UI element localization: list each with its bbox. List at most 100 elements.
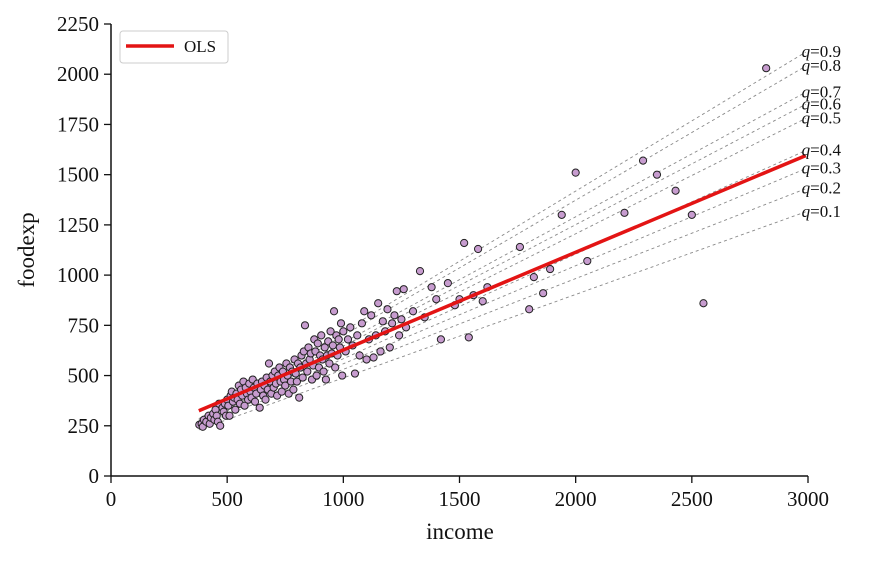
- data-point: [353, 331, 362, 340]
- data-point: [312, 371, 321, 380]
- x-tick-label: 1000: [322, 487, 364, 511]
- data-point: [329, 307, 339, 316]
- data-point: [620, 208, 629, 217]
- data-point: [367, 311, 376, 320]
- x-ticks-group: 0 500 1000 1500 2000 2500 3000: [106, 476, 829, 511]
- data-point: [325, 359, 334, 368]
- x-tick-label: 500: [211, 487, 243, 511]
- quantile-line-9: [198, 51, 806, 420]
- data-point: [385, 343, 394, 352]
- data-point: [557, 210, 566, 219]
- x-tick-label: 1500: [439, 487, 481, 511]
- data-point: [478, 297, 487, 306]
- data-point: [529, 273, 538, 282]
- quantile-label-8: q=0.8: [802, 56, 841, 75]
- data-point: [436, 335, 446, 344]
- quantile-line-5: [198, 118, 806, 424]
- data-point: [350, 369, 360, 378]
- data-point: [331, 363, 340, 372]
- data-point: [328, 341, 337, 350]
- quantile-label-3: q=0.3: [802, 159, 841, 178]
- data-point: [240, 401, 249, 410]
- quantile-label-2: q=0.2: [802, 179, 841, 198]
- data-point: [338, 371, 347, 380]
- data-point: [432, 295, 441, 304]
- quantile-label-6: q=0.6: [802, 94, 841, 113]
- data-point: [360, 307, 369, 316]
- data-point: [343, 335, 353, 344]
- x-tick-label: 2500: [671, 487, 713, 511]
- data-point: [473, 244, 483, 254]
- x-axis-title: income: [426, 519, 494, 544]
- quantile-label-9: q=0.9: [802, 42, 841, 61]
- data-point: [397, 315, 406, 324]
- y-tick-label: 1750: [57, 112, 99, 136]
- data-point: [255, 403, 264, 412]
- data-point: [687, 210, 696, 219]
- quantile-label-1: q=0.1: [802, 202, 841, 221]
- data-point: [362, 355, 371, 364]
- y-tick-label: 1250: [57, 213, 99, 237]
- y-axis-title: foodexp: [14, 212, 39, 287]
- data-point: [336, 319, 346, 328]
- data-point: [298, 373, 307, 382]
- data-point: [303, 367, 312, 376]
- data-point: [355, 351, 364, 360]
- data-point: [369, 353, 378, 362]
- quantile-line-3: [198, 168, 806, 426]
- data-point: [388, 319, 397, 328]
- y-tick-label: 2250: [57, 12, 99, 36]
- data-point: [539, 289, 548, 298]
- data-point: [300, 321, 310, 330]
- data-point: [394, 331, 404, 340]
- legend: OLS: [119, 30, 229, 64]
- quantile-line-2: [198, 188, 806, 427]
- data-point: [231, 405, 240, 414]
- data-point: [313, 339, 322, 348]
- data-point: [346, 323, 355, 332]
- data-point: [460, 238, 469, 248]
- data-point: [295, 393, 304, 402]
- data-point: [515, 242, 525, 252]
- quantile-label-5: q=0.5: [802, 108, 841, 127]
- data-point: [583, 256, 592, 266]
- data-point: [378, 317, 387, 326]
- data-point: [334, 335, 343, 344]
- data-points-group: [195, 64, 771, 431]
- data-point: [762, 64, 771, 73]
- ols-line-group: [198, 153, 807, 413]
- data-point: [652, 170, 662, 179]
- data-point: [216, 421, 225, 430]
- quantile-labels-group: q=0.1 q=0.2q=0.3q=0.4 q=0.5q=0.6q=0.7 q=0.8…: [802, 42, 842, 221]
- data-point: [390, 311, 399, 320]
- data-point: [321, 375, 331, 384]
- data-point: [339, 327, 348, 336]
- data-point: [383, 305, 392, 314]
- data-point: [319, 367, 328, 376]
- legend-ols-label: OLS: [184, 37, 216, 56]
- data-point: [408, 307, 418, 316]
- data-point: [376, 347, 385, 356]
- y-tick-label: 1000: [57, 263, 99, 287]
- ols-line: [198, 153, 807, 413]
- data-point: [374, 299, 383, 308]
- data-point: [264, 359, 274, 368]
- data-point: [427, 283, 436, 292]
- data-point: [289, 385, 298, 394]
- data-point: [261, 395, 270, 404]
- data-point: [671, 186, 680, 195]
- quantile-label-7: q=0.7: [802, 82, 842, 101]
- data-point: [357, 319, 367, 328]
- data-point: [225, 411, 234, 420]
- y-tick-label: 2000: [57, 62, 99, 86]
- y-tick-label: 750: [68, 313, 100, 337]
- data-point: [317, 331, 326, 340]
- y-tick-label: 250: [68, 414, 100, 438]
- y-tick-label: 1500: [57, 163, 99, 187]
- data-point: [415, 266, 425, 276]
- data-point: [699, 299, 708, 308]
- data-point: [399, 285, 408, 294]
- data-point: [525, 305, 534, 314]
